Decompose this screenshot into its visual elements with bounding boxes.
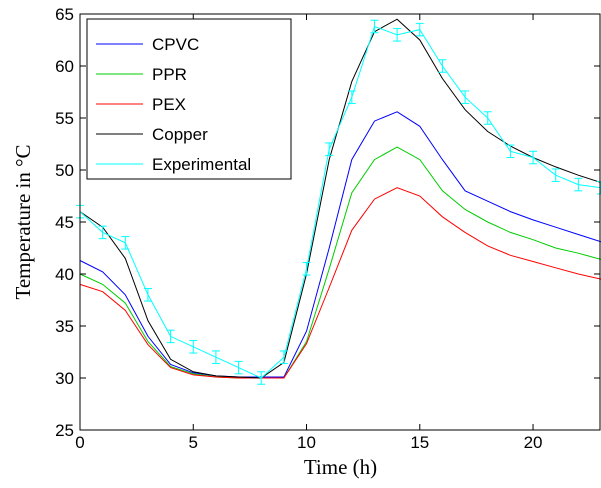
legend-label: Experimental	[152, 155, 251, 174]
series-line-pex	[79, 187, 601, 379]
x-tick-label: 20	[524, 433, 543, 452]
y-tick-label: 40	[55, 265, 74, 284]
error-bar	[415, 22, 424, 37]
series-line-cpvc	[79, 111, 601, 378]
error-bar	[302, 262, 311, 276]
legend-label: CPVC	[152, 35, 199, 54]
error-bar	[347, 90, 356, 104]
error-bar	[166, 329, 175, 344]
error-bar	[506, 144, 515, 159]
x-tick-label: 15	[410, 433, 429, 452]
error-bar	[211, 350, 220, 364]
legend: CPVC PPR PEX Copper Experimental	[86, 18, 292, 180]
y-tick-label: 30	[55, 369, 74, 388]
error-bar	[189, 340, 198, 354]
error-bar	[574, 177, 583, 192]
legend-label: PEX	[152, 95, 186, 114]
axis-ticks: 0 5 10 15 20 25 30 35 40 45 50 55 60 65	[55, 5, 600, 452]
x-tick-label: 10	[297, 433, 316, 452]
y-tick-label: 25	[55, 421, 74, 440]
series-line-copper	[79, 18, 601, 379]
x-tick-label: 0	[75, 433, 84, 452]
y-tick-label: 50	[55, 161, 74, 180]
error-bar	[438, 59, 447, 73]
x-axis-title: Time (h)	[304, 455, 377, 479]
y-tick-label: 60	[55, 57, 74, 76]
plot-area	[76, 18, 601, 385]
error-bar	[143, 288, 152, 302]
y-axis-title: Temperature in °C	[11, 144, 35, 299]
y-tick-label: 45	[55, 213, 74, 232]
error-bar	[257, 371, 266, 385]
error-bar	[597, 180, 601, 195]
legend-box	[86, 18, 292, 180]
error-bar	[279, 350, 288, 364]
series-line-experimental	[79, 25, 601, 379]
error-bar	[393, 28, 402, 42]
y-tick-label: 65	[55, 5, 74, 24]
error-bar	[121, 236, 130, 250]
error-bar	[461, 90, 470, 104]
error-bar	[551, 168, 560, 182]
legend-label: PPR	[152, 65, 187, 84]
error-bar	[529, 150, 538, 165]
error-bar	[234, 360, 243, 375]
series-line-ppr	[79, 146, 601, 379]
x-tick-label: 5	[189, 433, 198, 452]
error-bar	[98, 225, 107, 240]
error-bar	[370, 19, 379, 34]
y-tick-label: 35	[55, 317, 74, 336]
error-bar	[325, 142, 334, 156]
error-bar	[483, 111, 492, 125]
legend-label: Copper	[152, 125, 208, 144]
y-tick-label: 55	[55, 109, 74, 128]
